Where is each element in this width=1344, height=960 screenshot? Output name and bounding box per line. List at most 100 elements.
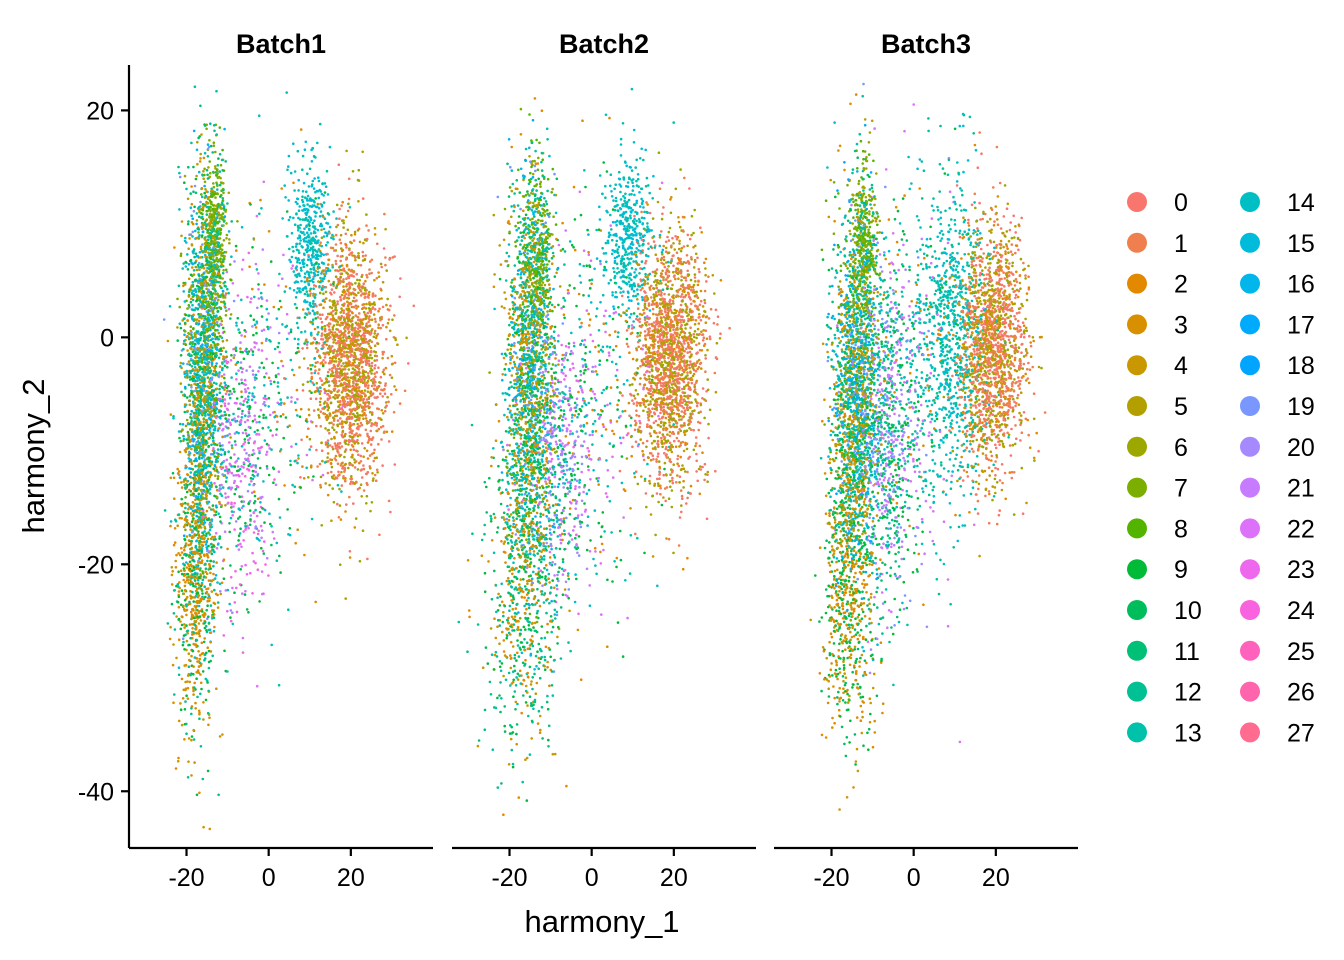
point-cluster-1 <box>338 379 341 383</box>
point-cluster-6 <box>357 406 360 409</box>
point-cluster-15 <box>281 217 284 220</box>
point-cluster-21 <box>227 402 230 406</box>
point-cluster-0 <box>343 302 346 306</box>
point-cluster-5 <box>357 200 360 203</box>
point-cluster-13 <box>207 666 211 670</box>
point-cluster-0 <box>327 397 331 401</box>
point-cluster-8 <box>191 285 195 288</box>
point-cluster-8 <box>192 411 196 415</box>
point-cluster-14 <box>240 225 244 229</box>
point-cluster-1 <box>337 474 340 477</box>
point-cluster-14 <box>288 287 292 290</box>
point-cluster-20 <box>255 306 259 310</box>
point-cluster-14 <box>285 337 289 341</box>
point-cluster-7 <box>194 265 198 269</box>
point-cluster-9 <box>236 469 239 473</box>
point-cluster-5 <box>196 140 199 144</box>
point-cluster-3 <box>169 524 172 528</box>
point-cluster-22 <box>277 372 280 376</box>
point-cluster-6 <box>228 238 231 241</box>
point-cluster-3 <box>188 623 192 626</box>
point-cluster-23 <box>257 447 260 450</box>
point-cluster-2 <box>171 663 175 667</box>
point-cluster-9 <box>229 456 233 460</box>
point-cluster-5 <box>199 247 203 251</box>
point-cluster-2 <box>301 308 305 311</box>
point-cluster-6 <box>357 168 361 172</box>
point-cluster-1 <box>358 312 361 315</box>
point-cluster-9 <box>183 511 187 515</box>
point-cluster-0 <box>370 350 373 354</box>
point-cluster-22 <box>257 370 260 373</box>
point-cluster-14 <box>305 190 308 193</box>
point-cluster-14 <box>318 215 322 218</box>
point-cluster-14 <box>263 394 267 398</box>
point-cluster-14 <box>303 330 307 333</box>
point-cluster-5 <box>230 446 234 450</box>
point-cluster-14 <box>293 223 297 226</box>
point-cluster-1 <box>365 224 368 227</box>
point-cluster-1 <box>370 384 374 388</box>
point-cluster-10 <box>226 366 229 369</box>
point-cluster-6 <box>367 401 371 404</box>
point-cluster-3 <box>182 284 185 288</box>
point-cluster-1 <box>334 259 338 263</box>
point-cluster-12 <box>209 122 212 125</box>
point-cluster-9 <box>221 395 225 399</box>
point-cluster-6 <box>343 450 347 453</box>
point-cluster-12 <box>212 560 215 563</box>
point-cluster-9 <box>205 651 208 655</box>
point-cluster-2 <box>295 388 299 392</box>
point-cluster-9 <box>252 318 256 322</box>
point-cluster-4 <box>359 319 362 322</box>
point-cluster-24 <box>250 465 253 468</box>
point-cluster-1 <box>349 480 353 484</box>
point-cluster-4 <box>330 519 333 522</box>
point-cluster-15 <box>298 261 302 265</box>
point-cluster-3 <box>200 186 204 190</box>
point-cluster-21 <box>243 388 247 391</box>
point-cluster-11 <box>178 422 182 426</box>
point-cluster-14 <box>226 434 229 437</box>
point-cluster-7 <box>215 209 218 212</box>
point-cluster-0 <box>351 348 354 351</box>
point-cluster-13 <box>189 471 193 474</box>
point-cluster-14 <box>306 294 310 298</box>
point-cluster-6 <box>370 372 373 375</box>
point-cluster-0 <box>350 251 354 254</box>
point-cluster-9 <box>188 643 191 647</box>
point-cluster-2 <box>199 599 203 602</box>
point-cluster-3 <box>198 160 202 163</box>
point-cluster-17 <box>195 222 198 226</box>
point-cluster-10 <box>258 510 262 514</box>
point-cluster-15 <box>205 539 209 543</box>
point-cluster-2 <box>341 200 345 204</box>
point-cluster-14 <box>313 356 317 360</box>
point-cluster-9 <box>279 415 283 418</box>
point-cluster-12 <box>191 524 194 528</box>
point-cluster-5 <box>365 302 368 306</box>
point-cluster-13 <box>303 292 307 296</box>
point-cluster-7 <box>218 237 222 240</box>
point-cluster-13 <box>204 414 207 417</box>
point-cluster-5 <box>354 258 357 262</box>
point-cluster-0 <box>333 377 336 381</box>
point-cluster-10 <box>264 416 268 419</box>
point-cluster-0 <box>384 384 387 387</box>
point-cluster-20 <box>254 526 257 530</box>
point-cluster-3 <box>186 502 190 506</box>
point-cluster-6 <box>195 219 199 222</box>
point-cluster-12 <box>221 271 225 275</box>
point-cluster-0 <box>320 334 324 338</box>
point-cluster-12 <box>211 654 214 658</box>
point-cluster-2 <box>191 614 195 618</box>
point-cluster-2 <box>177 756 180 760</box>
point-cluster-6 <box>340 272 344 276</box>
point-cluster-9 <box>258 600 261 603</box>
point-cluster-21 <box>247 526 250 530</box>
point-cluster-16 <box>199 494 203 498</box>
point-cluster-4 <box>332 304 335 307</box>
point-cluster-19 <box>188 233 191 236</box>
point-cluster-6 <box>224 250 228 254</box>
point-cluster-11 <box>209 314 212 317</box>
